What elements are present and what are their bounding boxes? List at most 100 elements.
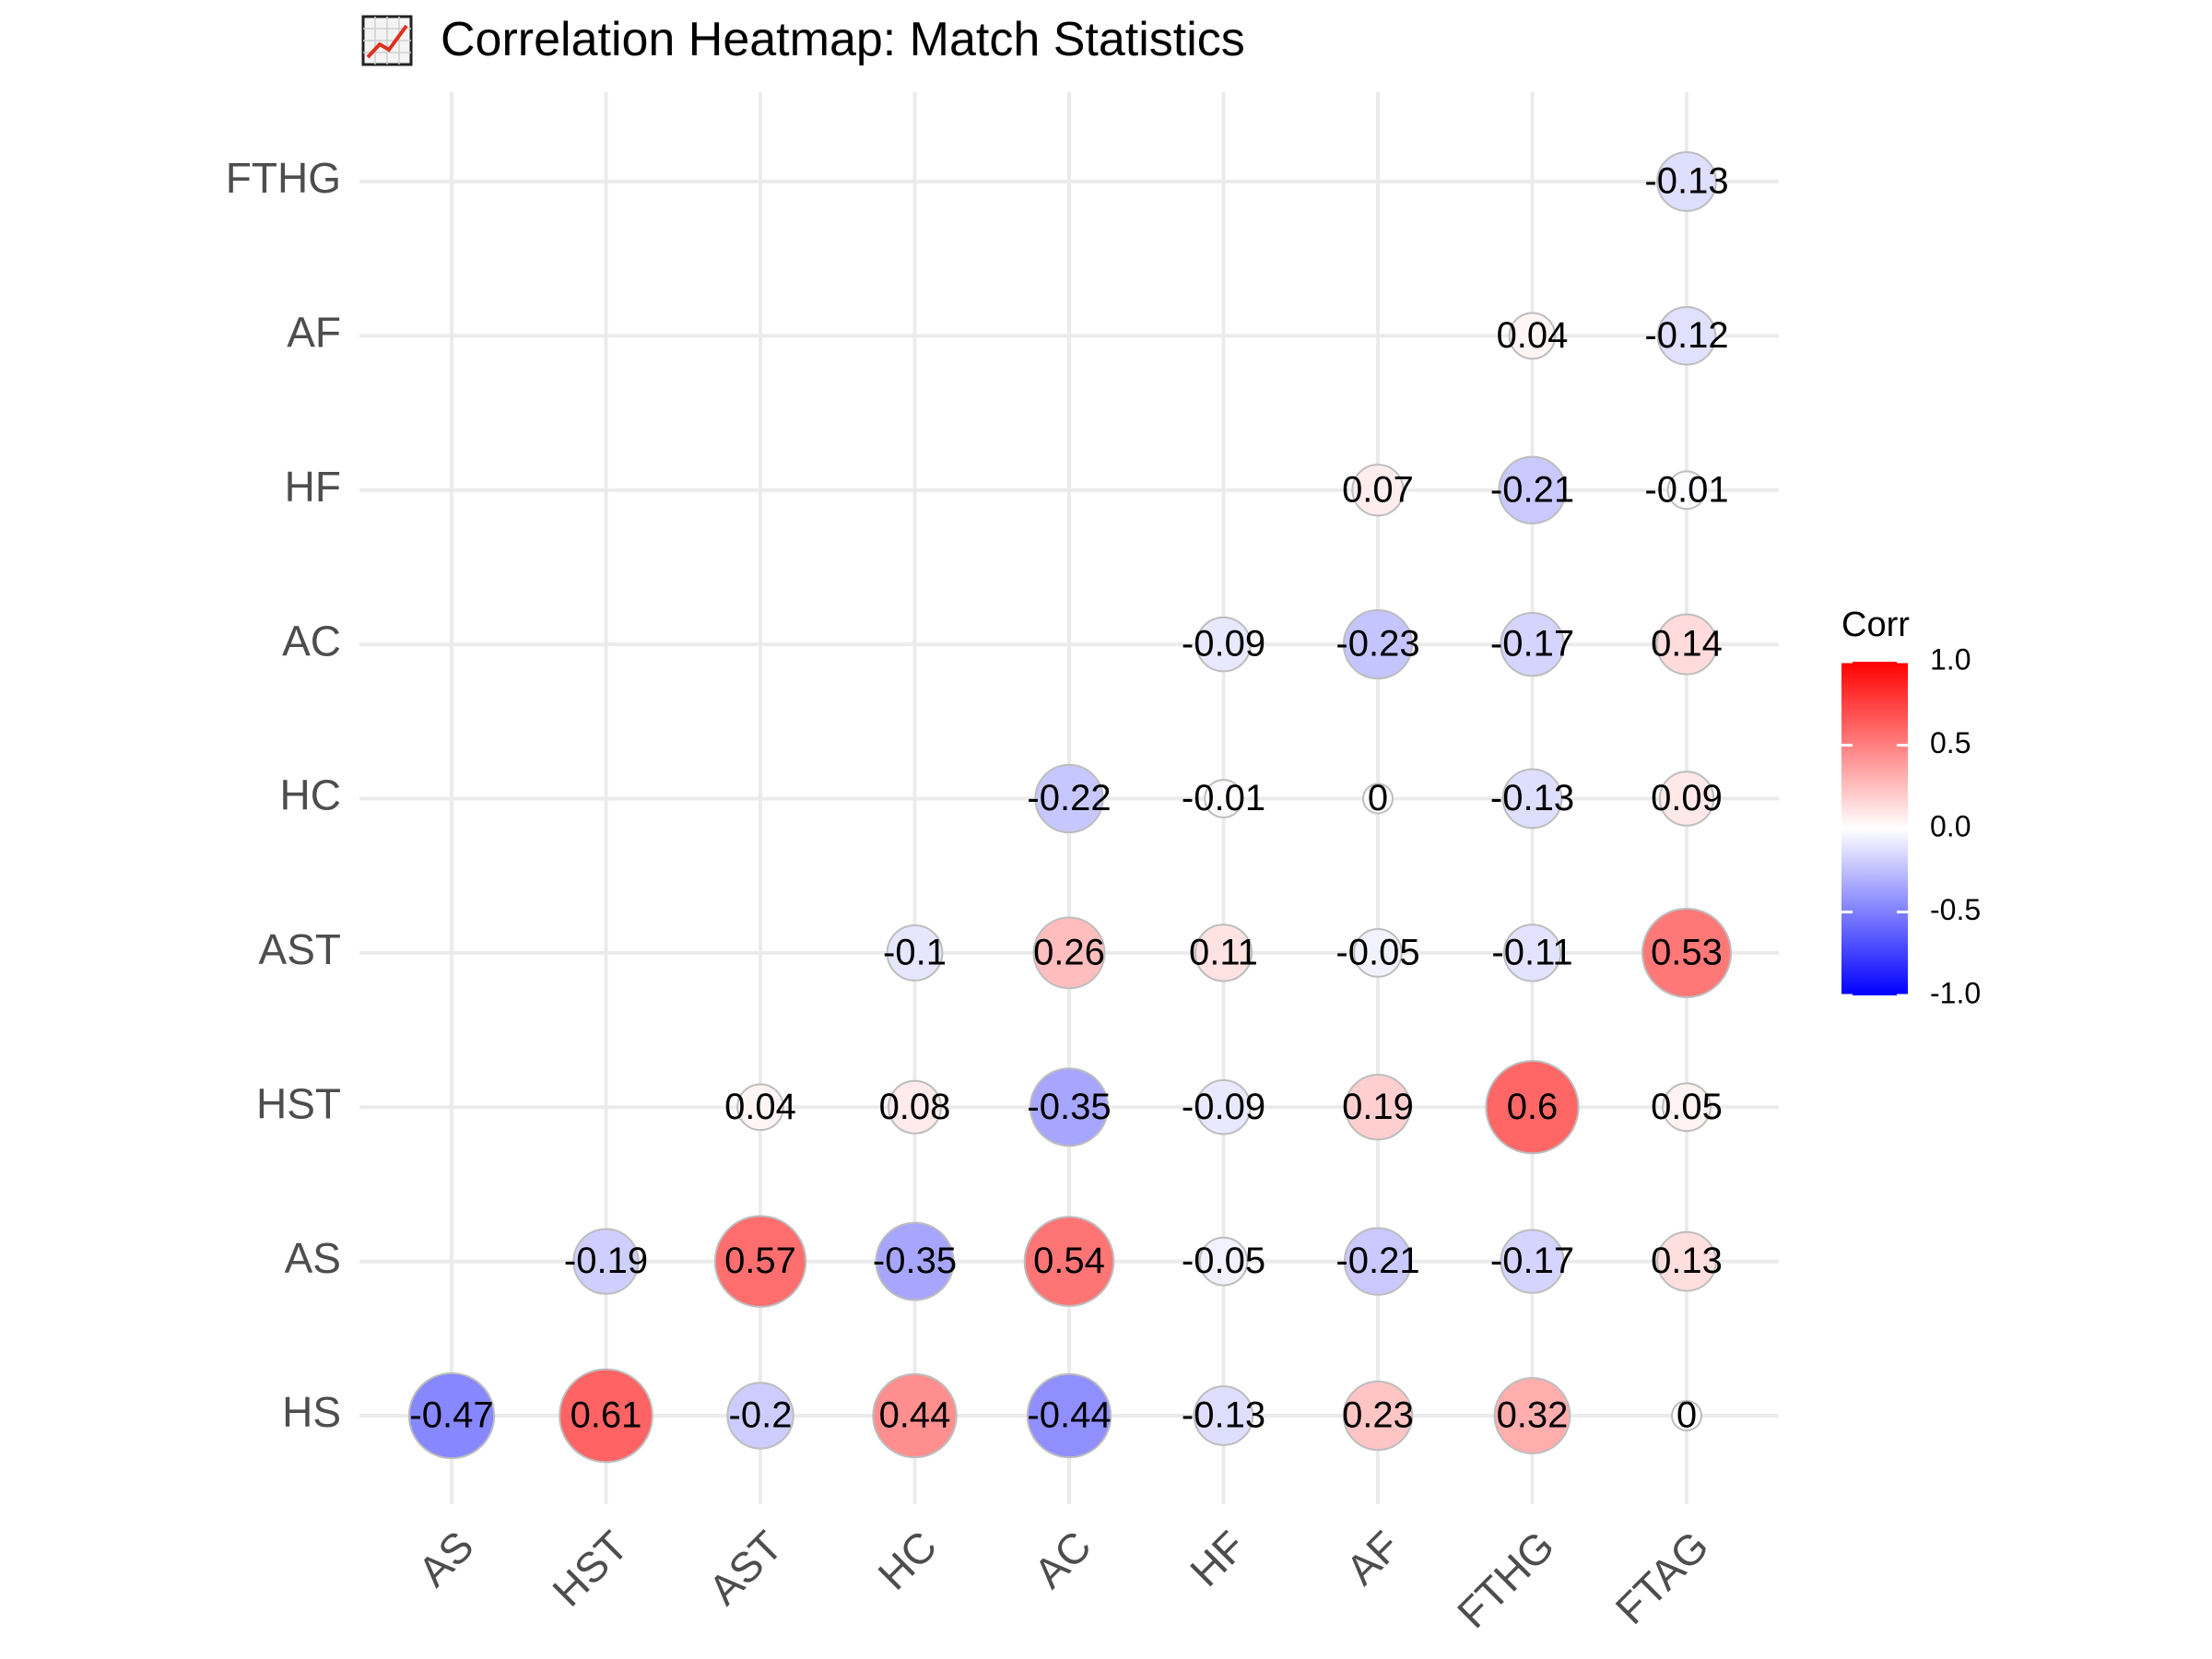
cell-circle-as-hf: [1198, 1236, 1249, 1287]
x-axis: AS HST AST HC AC HF AF FTHG FTAG: [408, 1522, 1717, 1637]
cell-circle-as-ftag: [1656, 1230, 1717, 1292]
cell-circle-ast-ac: [1032, 916, 1106, 990]
x-tick-label-ac: AC: [1025, 1522, 1100, 1597]
cell-label-hs-fthg: 0.32: [1497, 1395, 1569, 1436]
cell-circle-ac-fthg: [1500, 611, 1565, 677]
legend-title: Corr: [1841, 606, 1910, 644]
x-tick-label-ftag: FTAG: [1606, 1522, 1718, 1633]
cell-circle-ac-ftag: [1655, 613, 1718, 676]
cell-circle-ac-af: [1342, 609, 1414, 680]
chart-title-group: Correlation Heatmap: Match Statistics: [361, 13, 1245, 66]
cell-circle-hs-hf: [1193, 1385, 1254, 1446]
y-tick-label-fthg: FTHG: [226, 154, 341, 202]
x-tick-label-hf: HF: [1181, 1522, 1254, 1595]
y-tick-label-hst: HST: [256, 1079, 341, 1127]
cell-circle-hs-hst: [559, 1368, 653, 1464]
cell-label-ast-hc: -0.1: [883, 932, 947, 972]
cell-label-ast-fthg: -0.11: [1491, 932, 1572, 972]
cell-circle-hs-hc: [872, 1372, 958, 1459]
x-tick-label-ast: AST: [700, 1522, 792, 1614]
cell-label-fthg-ftag: -0.13: [1644, 161, 1728, 202]
cell-circle-hs-af: [1342, 1380, 1414, 1452]
cell-label-hc-ac: -0.22: [1027, 778, 1111, 818]
cell-circle-hs-ac: [1026, 1372, 1112, 1459]
cell-circle-as-hst: [572, 1228, 640, 1295]
legend-tick-label-4: -1.0: [1930, 976, 1981, 1009]
cell-circle-hst-hf: [1195, 1079, 1252, 1135]
y-tick-label-af: AF: [287, 309, 341, 357]
cell-circle-hst-af: [1344, 1074, 1412, 1141]
cell-label-hst-hf: -0.09: [1182, 1087, 1265, 1127]
y-axis: HS AS HST AST HC AC HF AF FTHG: [226, 154, 341, 1436]
cell-label-ac-fthg: -0.17: [1490, 624, 1574, 665]
cell-circle-ac-hf: [1195, 616, 1252, 673]
y-tick-label-hf: HF: [285, 463, 341, 511]
cell-circle-hf-af: [1351, 464, 1405, 517]
cell-label-as-ftag: 0.13: [1651, 1241, 1723, 1281]
cell-label-hs-ast: -0.2: [729, 1395, 793, 1436]
cell-circle-ast-af: [1353, 928, 1403, 978]
cell-label-as-hc: -0.35: [873, 1241, 957, 1281]
legend-tick-label-2: 0.0: [1930, 809, 1971, 842]
cell-circle-hst-fthg: [1485, 1060, 1580, 1155]
cell-circle-hs-fthg: [1493, 1377, 1571, 1454]
cell-circle-ast-hc: [886, 924, 944, 982]
cell-label-ast-af: -0.05: [1335, 932, 1419, 972]
y-tick-label-as: AS: [285, 1234, 341, 1282]
cell-circle-as-ac: [1023, 1216, 1115, 1307]
cell-label-hs-as: -0.47: [409, 1395, 493, 1436]
cell-circle-hc-ac: [1034, 763, 1104, 834]
cells-layer: -0.47 0.61 -0.2 0.44 -0.44 -0.13 0.23 0.32 0 -0.1…: [407, 151, 1733, 1464]
cell-label-hst-af: 0.19: [1342, 1087, 1414, 1127]
cell-label-ac-hf: -0.09: [1182, 624, 1265, 665]
cell-label-as-ac: 0.54: [1033, 1241, 1105, 1281]
cell-label-hst-ftag: 0.05: [1651, 1087, 1723, 1127]
cell-label-hst-ast: 0.04: [724, 1087, 796, 1127]
y-tick-label-hc: HC: [280, 771, 341, 819]
cell-label-hst-hc: 0.08: [879, 1087, 951, 1127]
x-tick-label-as: AS: [408, 1522, 482, 1595]
cell-label-hc-ftag: 0.09: [1651, 778, 1723, 818]
cell-label-ast-ac: 0.26: [1033, 932, 1105, 972]
cell-circle-hst-hc: [888, 1079, 942, 1135]
x-tick-label-hc: HC: [868, 1522, 946, 1599]
cell-label-hc-hf: -0.01: [1182, 778, 1265, 818]
cell-circle-ast-fthg: [1502, 924, 1562, 982]
cell-circle-hc-fthg: [1501, 768, 1563, 830]
cell-circle-as-af: [1343, 1227, 1413, 1296]
cell-circle-hs-ftag: [1671, 1400, 1702, 1431]
x-tick-label-hst: HST: [543, 1522, 637, 1616]
cell-label-hst-ac: -0.35: [1027, 1087, 1111, 1127]
cell-label-hs-hc: 0.44: [879, 1395, 951, 1436]
x-tick-label-af: AF: [1336, 1522, 1408, 1594]
cell-label-ast-hf: 0.11: [1189, 932, 1258, 972]
cell-circle-hc-ftag: [1658, 771, 1715, 827]
y-tick-label-ac: AC: [282, 617, 341, 665]
cell-label-hs-hf: -0.13: [1182, 1395, 1265, 1436]
cell-circle-ast-ftag: [1641, 907, 1733, 998]
cell-circle-fthg-ftag: [1656, 151, 1717, 212]
cell-label-af-ftag: -0.12: [1644, 315, 1728, 356]
x-tick-label-fthg: FTHG: [1448, 1522, 1563, 1637]
cell-label-as-af: -0.21: [1335, 1241, 1419, 1281]
legend-tick-label-1: 0.5: [1930, 726, 1971, 759]
cell-label-hf-af: 0.07: [1342, 469, 1414, 510]
cell-label-as-fthg: -0.17: [1490, 1241, 1574, 1281]
cell-label-hs-af: 0.23: [1342, 1395, 1414, 1436]
legend-tick-label-3: -0.5: [1930, 893, 1981, 926]
cell-label-af-fthg: 0.04: [1497, 315, 1569, 356]
cell-label-hs-hst: 0.61: [571, 1395, 642, 1436]
cell-circle-ast-hf: [1194, 924, 1253, 982]
cell-label-as-hf: -0.05: [1182, 1241, 1265, 1281]
cell-circle-hc-hf: [1204, 779, 1243, 818]
chart-increasing-icon: [361, 15, 413, 66]
cell-circle-hst-ast: [736, 1083, 784, 1132]
cell-label-hs-ac: -0.44: [1027, 1395, 1111, 1436]
cell-circle-hs-ast: [726, 1382, 794, 1450]
cell-label-ac-af: -0.23: [1335, 624, 1419, 665]
cell-label-as-ast: 0.57: [724, 1241, 796, 1281]
cell-label-hst-fthg: 0.6: [1507, 1087, 1559, 1127]
cell-circle-af-fthg: [1508, 312, 1557, 360]
cell-circle-hs-as: [407, 1371, 496, 1460]
